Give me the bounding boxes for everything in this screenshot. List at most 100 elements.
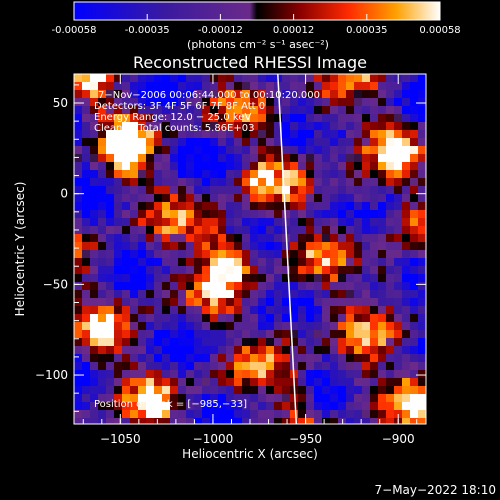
heatmap-cell [282,274,290,282]
heatmap-cell [354,154,362,162]
heatmap-cell [394,202,402,210]
heatmap-cell [154,162,162,170]
heatmap-cell [218,210,226,218]
heatmap-cell [218,130,226,138]
heatmap-cell [338,346,346,354]
heatmap-cell [130,210,138,218]
heatmap-cell [154,138,162,146]
heatmap-cell [370,314,378,322]
heatmap-cell [130,90,138,98]
heatmap-cell [258,122,266,130]
heatmap-cell [418,266,426,274]
heatmap-cell [298,226,306,234]
heatmap-cell [290,298,298,306]
heatmap-cell [258,138,266,146]
heatmap-cell [266,74,274,82]
heatmap-cell [402,386,410,394]
heatmap-cell [178,210,186,218]
heatmap-cell [386,130,394,138]
heatmap-cell [378,162,386,170]
heatmap-cell [242,242,250,250]
heatmap-cell [322,194,330,202]
heatmap-cell [234,178,242,186]
heatmap-cell [218,242,226,250]
heatmap-cell [226,322,234,330]
heatmap-cell [226,378,234,386]
heatmap-cell [106,218,114,226]
heatmap-cell [218,98,226,106]
heatmap-cell [234,130,242,138]
heatmap-cell [274,298,282,306]
heatmap-cell [394,194,402,202]
heatmap-cell [282,250,290,258]
heatmap-cell [178,138,186,146]
heatmap-cell [146,218,154,226]
heatmap-cell [314,290,322,298]
heatmap-cell [250,170,258,178]
heatmap-cell [98,354,106,362]
heatmap-cell [362,394,370,402]
heatmap-cell [378,178,386,186]
colorbar-tick-label: -0.00012 [198,25,243,36]
heatmap-cell [250,274,258,282]
heatmap-cell [186,282,194,290]
heatmap-cell [378,322,386,330]
heatmap-cell [82,98,90,106]
heatmap-cell [138,266,146,274]
heatmap-cell [74,250,82,258]
heatmap-cell [370,114,378,122]
heatmap-cell [162,194,170,202]
heatmap-cell [194,194,202,202]
heatmap-cell [258,306,266,314]
heatmap-cell [218,386,226,394]
heatmap-cell [410,346,418,354]
heatmap-cell [330,122,338,130]
heatmap-cell [226,402,234,410]
heatmap-cell [370,98,378,106]
heatmap-cell [266,402,274,410]
heatmap-cell [114,74,122,82]
heatmap-cell [394,90,402,98]
heatmap-cell [226,370,234,378]
heatmap-cell [266,394,274,402]
heatmap-cell [370,138,378,146]
heatmap-cell [306,370,314,378]
heatmap-cell [306,130,314,138]
heatmap-cell [338,322,346,330]
heatmap-cell [370,242,378,250]
heatmap-cell [90,146,98,154]
heatmap-cell [226,106,234,114]
heatmap-cell [386,266,394,274]
heatmap-cell [402,282,410,290]
heatmap-cell [274,114,282,122]
heatmap-cell [410,138,418,146]
heatmap-cell [314,122,322,130]
heatmap-cell [90,258,98,266]
heatmap-cell [122,250,130,258]
heatmap-cell [274,194,282,202]
colorbar-tick-label: 0.00035 [346,25,387,36]
heatmap-cell [290,210,298,218]
heatmap-cell [162,170,170,178]
heatmap-cell [74,122,82,130]
heatmap-cell [178,170,186,178]
heatmap-cell [74,410,82,418]
heatmap-cell [114,146,122,154]
heatmap-cell [290,354,298,362]
heatmap-cell [194,106,202,114]
heatmap-cell [282,170,290,178]
heatmap-cell [186,202,194,210]
heatmap-cell [146,362,154,370]
heatmap-cell [90,218,98,226]
heatmap-cell [290,218,298,226]
heatmap-cell [370,250,378,258]
heatmap-cell [98,106,106,114]
heatmap-cell [226,90,234,98]
heatmap-cell [242,146,250,154]
heatmap-cell [154,90,162,98]
heatmap-cell [322,114,330,122]
heatmap-cell [258,402,266,410]
heatmap-cell [338,418,346,424]
heatmap-cell [338,202,346,210]
heatmap-cell [370,146,378,154]
